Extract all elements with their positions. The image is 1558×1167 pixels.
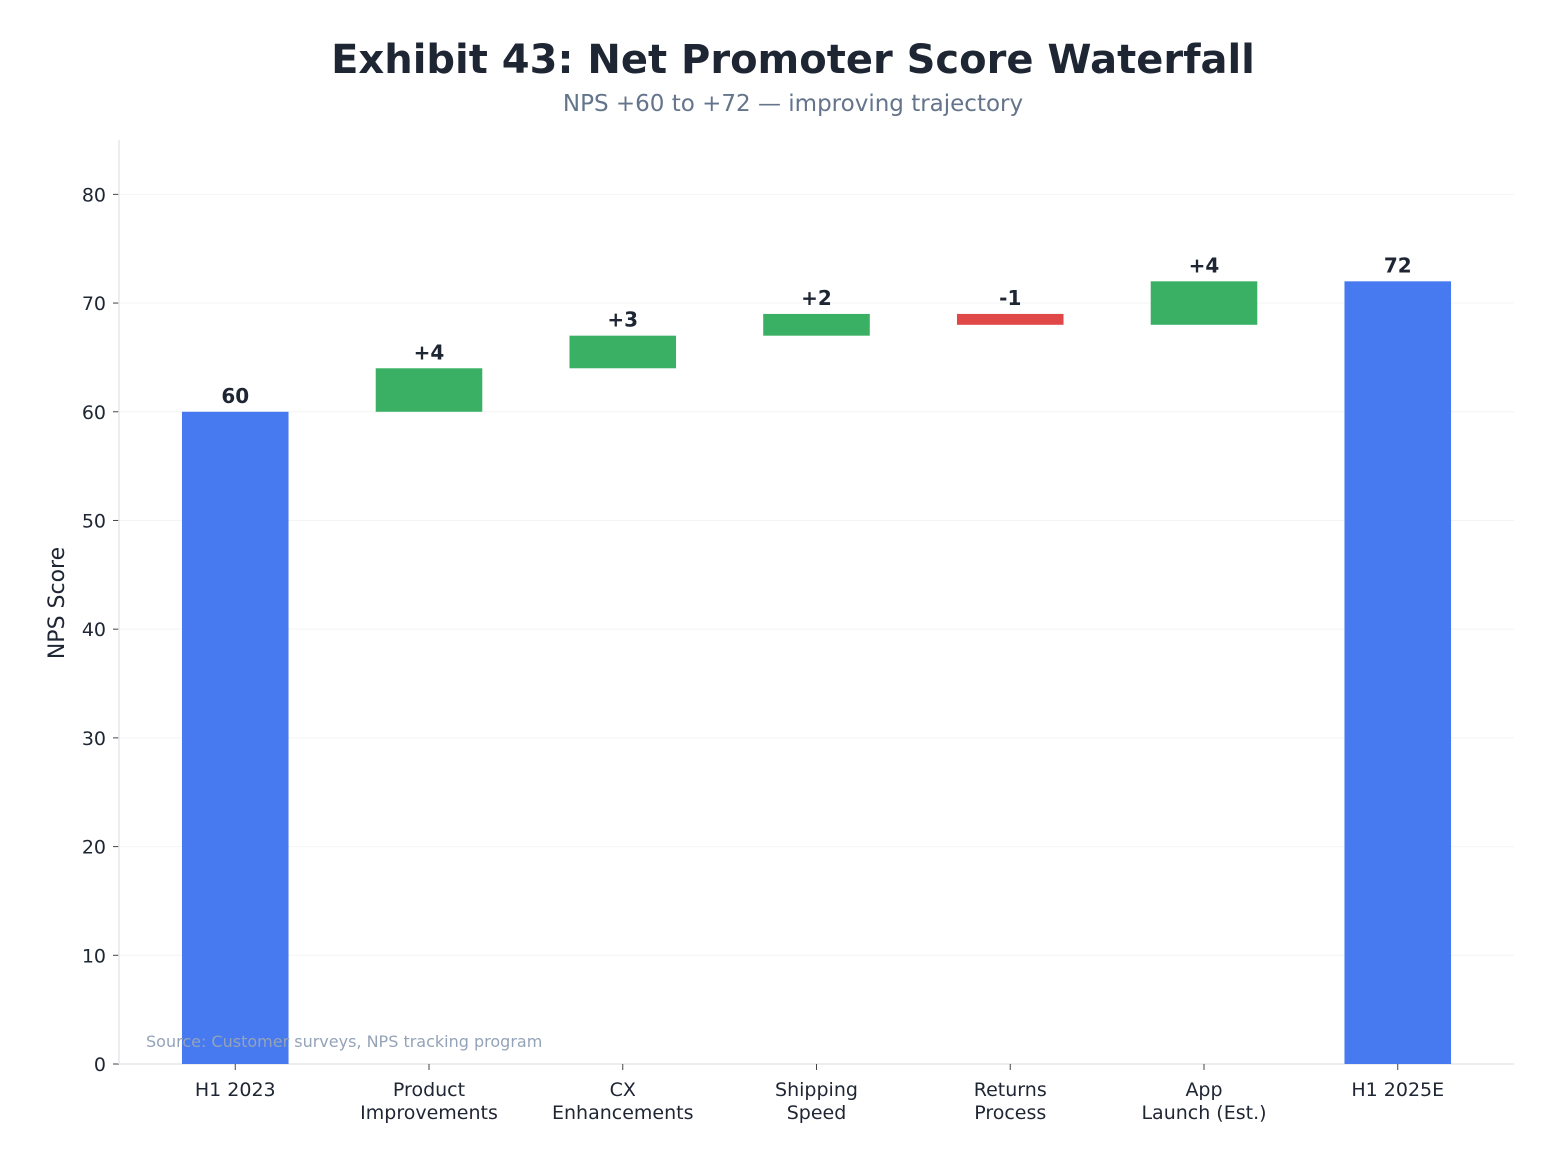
chart-subtitle: NPS +60 to +72 — improving trajectory	[562, 91, 1024, 117]
x-tick-label: App	[1185, 1079, 1222, 1101]
source-note: Source: Customer surveys, NPS tracking p…	[146, 1032, 542, 1051]
bar-increase	[763, 313, 870, 336]
y-tick-label: 70	[82, 293, 106, 315]
x-tick-label: Shipping	[775, 1079, 858, 1101]
y-tick-label: 20	[82, 837, 106, 859]
bar-increase	[569, 335, 677, 369]
bar-increase	[375, 368, 483, 412]
x-tick-label: Improvements	[360, 1102, 498, 1124]
bar-total	[181, 411, 289, 1064]
y-tick-label: 0	[94, 1054, 106, 1076]
y-tick-label: 80	[82, 184, 106, 206]
y-tick-label: 30	[82, 728, 106, 750]
data-label: 60	[221, 384, 249, 408]
chart-title: Exhibit 43: Net Promoter Score Waterfall	[331, 37, 1255, 83]
data-label: +2	[801, 286, 832, 310]
x-tick-label: Launch (Est.)	[1141, 1102, 1266, 1124]
y-tick-label: 50	[82, 510, 106, 532]
x-tick-label: H1 2023	[195, 1079, 276, 1101]
x-tick-label: Enhancements	[552, 1102, 694, 1124]
x-tick-label: Returns	[974, 1079, 1047, 1101]
y-tick-label: 10	[82, 945, 106, 967]
x-tick-label: Product	[393, 1079, 465, 1101]
y-axis-label: NPS Score	[45, 547, 70, 659]
y-tick-label: 60	[82, 402, 106, 424]
y-tick-label: 40	[82, 619, 106, 641]
x-tick-label: H1 2025E	[1351, 1079, 1444, 1101]
data-label: -1	[999, 286, 1021, 310]
x-tick-label: Process	[974, 1102, 1046, 1124]
data-label: 72	[1384, 253, 1412, 277]
data-label: +4	[1189, 253, 1220, 277]
data-label: +4	[414, 340, 445, 364]
bar-total	[1344, 281, 1452, 1065]
bar-increase	[1150, 281, 1258, 325]
bar-decrease	[956, 313, 1064, 325]
x-tick-label: Speed	[787, 1102, 847, 1124]
data-label: +3	[607, 308, 638, 332]
x-tick-label: CX	[610, 1079, 636, 1101]
